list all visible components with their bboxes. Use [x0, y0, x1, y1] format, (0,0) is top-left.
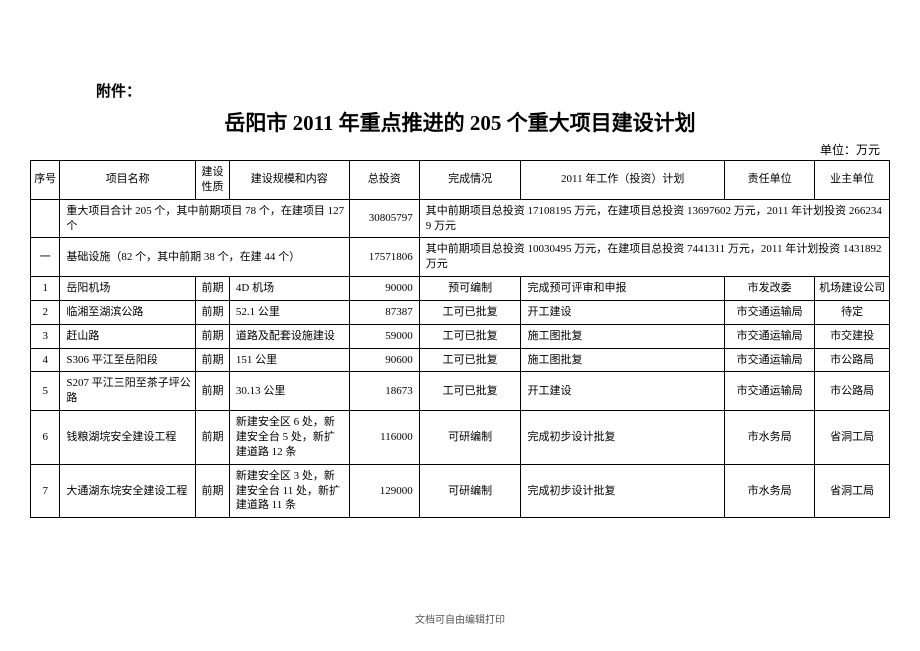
cell-nature: 前期 — [196, 464, 230, 518]
cell-status: 预可编制 — [419, 277, 521, 301]
summary-category-idx: 一 — [31, 238, 60, 277]
cell-invest: 129000 — [349, 464, 419, 518]
summary-total-invest: 30805797 — [349, 199, 419, 238]
cell-owner: 待定 — [815, 300, 890, 324]
cell-scale: 新建安全区 3 处，新建安全台 11 处，新扩建道路 11 条 — [229, 464, 349, 518]
cell-scale: 30.13 公里 — [229, 372, 349, 411]
cell-idx: 3 — [31, 324, 60, 348]
cell-name: S207 平江三阳至茶子坪公路 — [60, 372, 196, 411]
cell-idx: 7 — [31, 464, 60, 518]
cell-owner: 省洞工局 — [815, 411, 890, 465]
col-header-plan: 2011 年工作（投资）计划 — [521, 161, 724, 200]
table-row: 2临湘至湖滨公路前期52.1 公里87387工可已批复开工建设市交通运输局待定 — [31, 300, 890, 324]
cell-owner: 省洞工局 — [815, 464, 890, 518]
cell-name: 临湘至湖滨公路 — [60, 300, 196, 324]
cell-nature: 前期 — [196, 277, 230, 301]
cell-status: 可研编制 — [419, 411, 521, 465]
cell-invest: 18673 — [349, 372, 419, 411]
cell-idx: 2 — [31, 300, 60, 324]
summary-category-left: 基础设施（82 个，其中前期 38 个，在建 44 个） — [60, 238, 349, 277]
summary-row-category: 一 基础设施（82 个，其中前期 38 个，在建 44 个） 17571806 … — [31, 238, 890, 277]
cell-resp: 市交通运输局 — [724, 372, 814, 411]
cell-nature: 前期 — [196, 372, 230, 411]
cell-scale: 4D 机场 — [229, 277, 349, 301]
cell-owner: 市交建投 — [815, 324, 890, 348]
cell-invest: 87387 — [349, 300, 419, 324]
page-footer: 文档可自由编辑打印 — [0, 611, 920, 626]
table-row: 1岳阳机场前期4D 机场90000预可编制完成预可评审和申报市发改委机场建设公司 — [31, 277, 890, 301]
cell-status: 工可已批复 — [419, 300, 521, 324]
col-header-idx: 序号 — [31, 161, 60, 200]
cell-resp: 市交通运输局 — [724, 348, 814, 372]
cell-idx: 5 — [31, 372, 60, 411]
col-header-name: 项目名称 — [60, 161, 196, 200]
page-title: 岳阳市 2011 年重点推进的 205 个重大项目建设计划 — [30, 107, 890, 137]
cell-owner: 机场建设公司 — [815, 277, 890, 301]
cell-plan: 完成初步设计批复 — [521, 464, 724, 518]
col-header-resp: 责任单位 — [724, 161, 814, 200]
summary-row-total: 重大项目合计 205 个，其中前期项目 78 个，在建项目 127 个 3080… — [31, 199, 890, 238]
cell-name: S306 平江至岳阳段 — [60, 348, 196, 372]
cell-resp: 市交通运输局 — [724, 300, 814, 324]
summary-category-invest: 17571806 — [349, 238, 419, 277]
cell-name: 大通湖东垸安全建设工程 — [60, 464, 196, 518]
cell-invest: 90000 — [349, 277, 419, 301]
cell-status: 工可已批复 — [419, 324, 521, 348]
cell-invest: 116000 — [349, 411, 419, 465]
table-row: 3赶山路前期道路及配套设施建设59000工可已批复施工图批复市交通运输局市交建投 — [31, 324, 890, 348]
cell-idx: 4 — [31, 348, 60, 372]
cell-resp: 市交通运输局 — [724, 324, 814, 348]
cell-resp: 市水务局 — [724, 464, 814, 518]
cell-owner: 市公路局 — [815, 348, 890, 372]
col-header-owner: 业主单位 — [815, 161, 890, 200]
col-header-nature: 建设性质 — [196, 161, 230, 200]
cell-invest: 90600 — [349, 348, 419, 372]
cell-nature: 前期 — [196, 300, 230, 324]
cell-name: 钱粮湖垸安全建设工程 — [60, 411, 196, 465]
table-row: 7大通湖东垸安全建设工程前期新建安全区 3 处，新建安全台 11 处，新扩建道路… — [31, 464, 890, 518]
col-header-status: 完成情况 — [419, 161, 521, 200]
unit-label: 单位：万元 — [30, 141, 890, 158]
projects-table: 序号 项目名称 建设性质 建设规模和内容 总投资 完成情况 2011 年工作（投… — [30, 160, 890, 518]
attachment-label: 附件： — [96, 80, 890, 101]
cell-scale: 道路及配套设施建设 — [229, 324, 349, 348]
cell-plan: 施工图批复 — [521, 348, 724, 372]
cell-name: 岳阳机场 — [60, 277, 196, 301]
cell-nature: 前期 — [196, 411, 230, 465]
cell-status: 工可已批复 — [419, 348, 521, 372]
cell-status: 工可已批复 — [419, 372, 521, 411]
cell-idx: 6 — [31, 411, 60, 465]
cell-nature: 前期 — [196, 348, 230, 372]
summary-total-left: 重大项目合计 205 个，其中前期项目 78 个，在建项目 127 个 — [60, 199, 349, 238]
cell-nature: 前期 — [196, 324, 230, 348]
cell-idx: 1 — [31, 277, 60, 301]
cell-scale: 新建安全区 6 处，新建安全台 5 处，新扩建道路 12 条 — [229, 411, 349, 465]
col-header-invest: 总投资 — [349, 161, 419, 200]
cell-plan: 开工建设 — [521, 372, 724, 411]
summary-category-right: 其中前期项目总投资 10030495 万元，在建项目总投资 7441311 万元… — [419, 238, 889, 277]
cell-status: 可研编制 — [419, 464, 521, 518]
table-header-row: 序号 项目名称 建设性质 建设规模和内容 总投资 完成情况 2011 年工作（投… — [31, 161, 890, 200]
cell-scale: 151 公里 — [229, 348, 349, 372]
table-row: 4S306 平江至岳阳段前期151 公里90600工可已批复施工图批复市交通运输… — [31, 348, 890, 372]
cell-invest: 59000 — [349, 324, 419, 348]
table-row: 6钱粮湖垸安全建设工程前期新建安全区 6 处，新建安全台 5 处，新扩建道路 1… — [31, 411, 890, 465]
table-row: 5S207 平江三阳至茶子坪公路前期30.13 公里18673工可已批复开工建设… — [31, 372, 890, 411]
cell-plan: 开工建设 — [521, 300, 724, 324]
cell-owner: 市公路局 — [815, 372, 890, 411]
cell-resp: 市发改委 — [724, 277, 814, 301]
cell-name: 赶山路 — [60, 324, 196, 348]
summary-total-right: 其中前期项目总投资 17108195 万元，在建项目总投资 13697602 万… — [419, 199, 889, 238]
cell-plan: 完成初步设计批复 — [521, 411, 724, 465]
cell-scale: 52.1 公里 — [229, 300, 349, 324]
cell-plan: 完成预可评审和申报 — [521, 277, 724, 301]
col-header-scale: 建设规模和内容 — [229, 161, 349, 200]
cell-plan: 施工图批复 — [521, 324, 724, 348]
cell-resp: 市水务局 — [724, 411, 814, 465]
